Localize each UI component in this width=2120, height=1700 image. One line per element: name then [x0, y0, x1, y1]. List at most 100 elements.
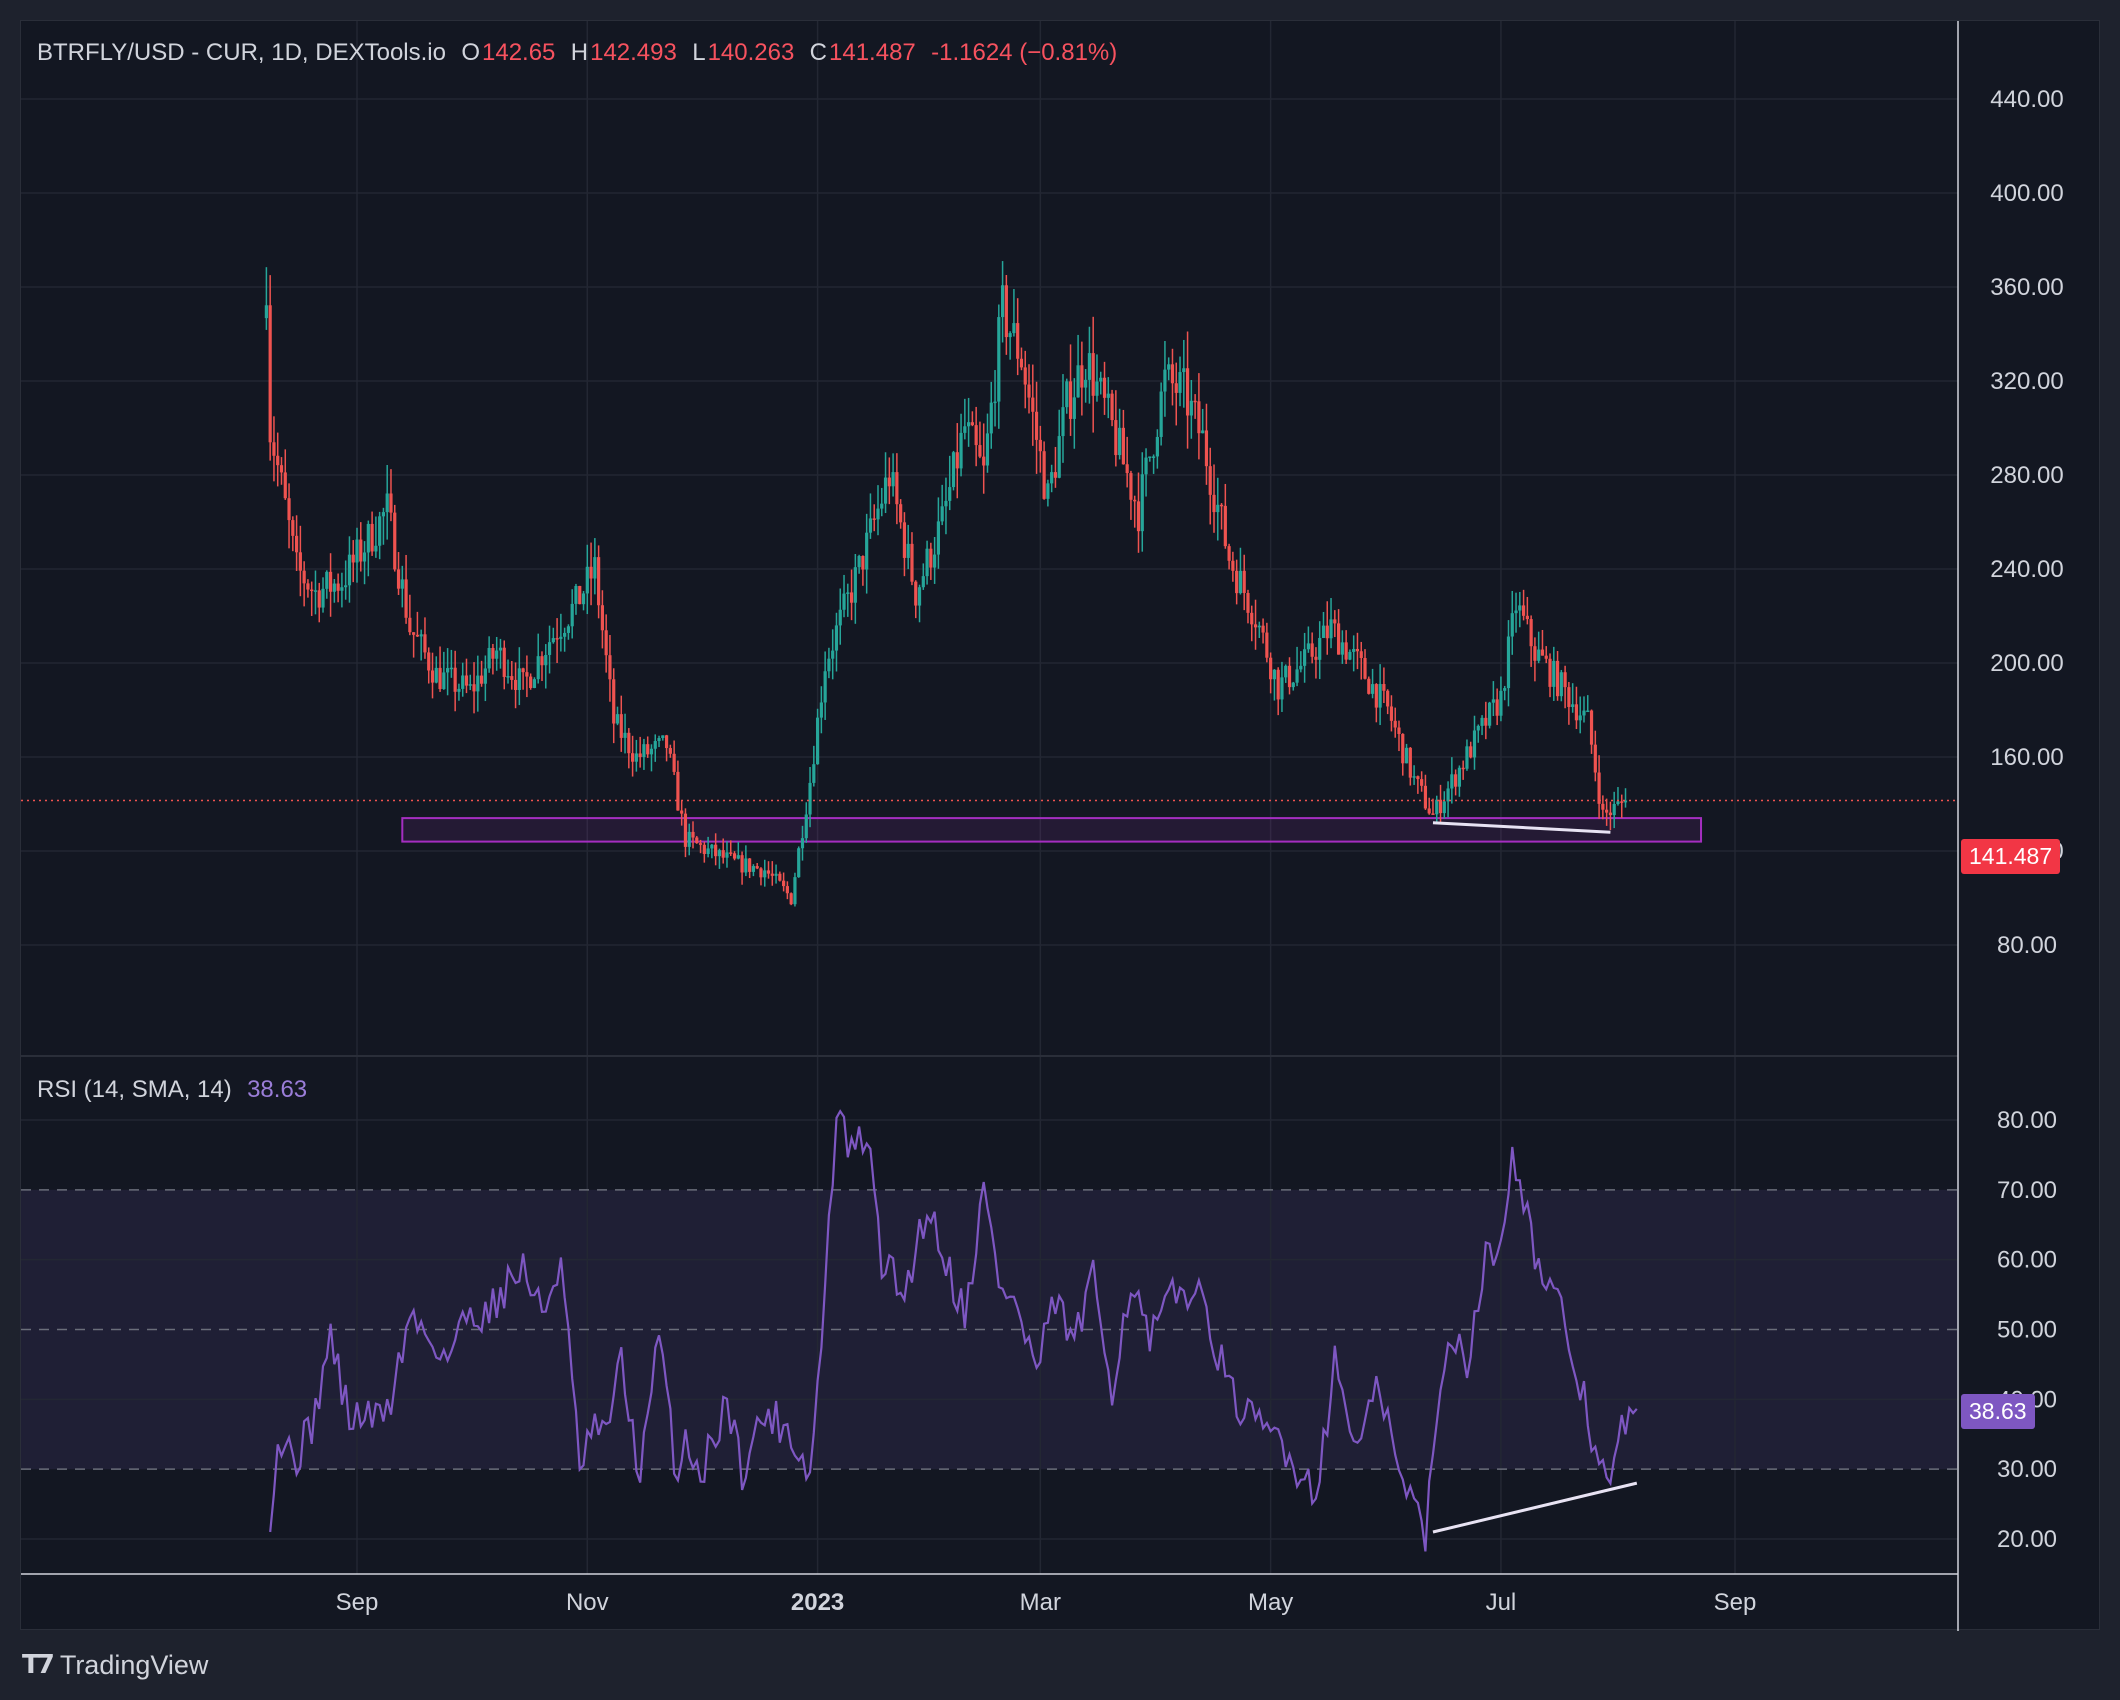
candle	[400, 565, 404, 608]
candle	[657, 735, 661, 748]
candle-body	[812, 764, 816, 783]
candle	[1068, 344, 1073, 436]
candle	[963, 398, 967, 440]
candle-body	[1238, 570, 1243, 594]
low-label: L	[692, 39, 706, 66]
chart-canvas[interactable]: SepNov2023MarMayJulSep480.00440.00400.00…	[21, 21, 2101, 1631]
candle-body	[1582, 710, 1586, 716]
candle	[513, 662, 518, 709]
x-tick-label: May	[1248, 1589, 1293, 1616]
candle	[1465, 739, 1469, 771]
candle	[1031, 364, 1035, 446]
candle	[306, 579, 310, 598]
candle	[819, 686, 823, 734]
candle-body	[891, 472, 895, 487]
candle	[751, 864, 756, 877]
candle-body	[1355, 648, 1360, 652]
candle-body	[1325, 625, 1329, 639]
candle	[865, 513, 869, 594]
candle-body	[967, 422, 971, 427]
candle	[498, 638, 503, 669]
candle-body	[513, 679, 518, 691]
candle-body	[1031, 397, 1035, 412]
candle	[1408, 747, 1412, 786]
candle	[619, 695, 623, 752]
candle-body	[1038, 439, 1042, 452]
candle-body	[1593, 744, 1597, 773]
candle	[714, 833, 718, 866]
candle	[521, 667, 525, 690]
candle-body	[906, 543, 910, 558]
candle-body	[1046, 483, 1050, 499]
candle	[574, 583, 578, 615]
candle	[702, 841, 706, 863]
candle	[615, 706, 620, 726]
candle-body	[1457, 767, 1461, 787]
candle	[378, 511, 382, 560]
candle	[559, 613, 563, 652]
candle-body	[1057, 436, 1061, 478]
chart-frame: SepNov2023MarMayJulSep480.00440.00400.00…	[20, 20, 2101, 1631]
candle-body	[1348, 651, 1352, 660]
candle	[1574, 686, 1579, 730]
rsi-legend: RSI (14, SMA, 14) 38.63	[37, 1076, 309, 1104]
candle	[612, 668, 616, 744]
candle	[710, 843, 714, 859]
candle-body	[1533, 646, 1537, 661]
candle	[676, 760, 680, 811]
candle-body	[1155, 436, 1159, 457]
candle-body	[563, 632, 567, 637]
candle-body	[476, 675, 480, 692]
candle-body	[1053, 472, 1058, 478]
candle-body	[755, 866, 759, 869]
candle	[396, 552, 401, 595]
candle	[1555, 651, 1560, 701]
candle	[491, 643, 495, 675]
candle-body	[868, 518, 873, 533]
candle-body	[849, 592, 854, 603]
candle	[517, 647, 521, 706]
candle-body	[1280, 677, 1284, 700]
candle-body	[997, 317, 1001, 402]
candle-body	[468, 684, 472, 686]
candle-body	[1623, 800, 1628, 803]
candle	[566, 624, 571, 640]
candle	[1272, 669, 1277, 701]
candle-body	[698, 843, 703, 845]
high-value: 142.493	[590, 39, 677, 66]
candle	[1582, 696, 1586, 723]
candle-body	[566, 626, 571, 633]
candle	[336, 573, 340, 603]
candle-body	[668, 748, 672, 754]
candle	[1559, 669, 1563, 702]
candle	[585, 544, 589, 615]
candle-body	[959, 432, 963, 469]
candle	[857, 554, 861, 574]
candle-body	[555, 638, 559, 640]
candle	[1140, 452, 1144, 552]
candle-body	[1427, 808, 1431, 814]
brand-name[interactable]: TradingView	[59, 1649, 209, 1680]
candle	[1110, 389, 1114, 427]
candle-body	[427, 652, 431, 671]
candle	[1303, 632, 1307, 683]
candle	[1608, 801, 1613, 831]
candle	[1148, 456, 1152, 462]
candle-body	[325, 571, 329, 589]
candle	[921, 563, 925, 590]
symbol-label[interactable]: BTRFLY/USD - CUR, 1D, DEXTools.io	[37, 39, 446, 66]
open-label: O	[461, 39, 480, 66]
tradingview-logo-icon[interactable]: T7	[22, 1650, 55, 1680]
candle	[1016, 298, 1020, 376]
candle	[381, 507, 386, 545]
candle-body	[340, 587, 344, 591]
candle-body	[649, 748, 654, 755]
candle-body	[1076, 365, 1080, 398]
candle	[642, 738, 646, 770]
candle-body	[1495, 699, 1499, 716]
candle-body	[559, 636, 563, 639]
candle	[1386, 689, 1390, 715]
rsi-name[interactable]: RSI (14, SMA, 14)	[37, 1076, 232, 1103]
candle-body	[872, 518, 876, 520]
candle	[868, 493, 873, 539]
